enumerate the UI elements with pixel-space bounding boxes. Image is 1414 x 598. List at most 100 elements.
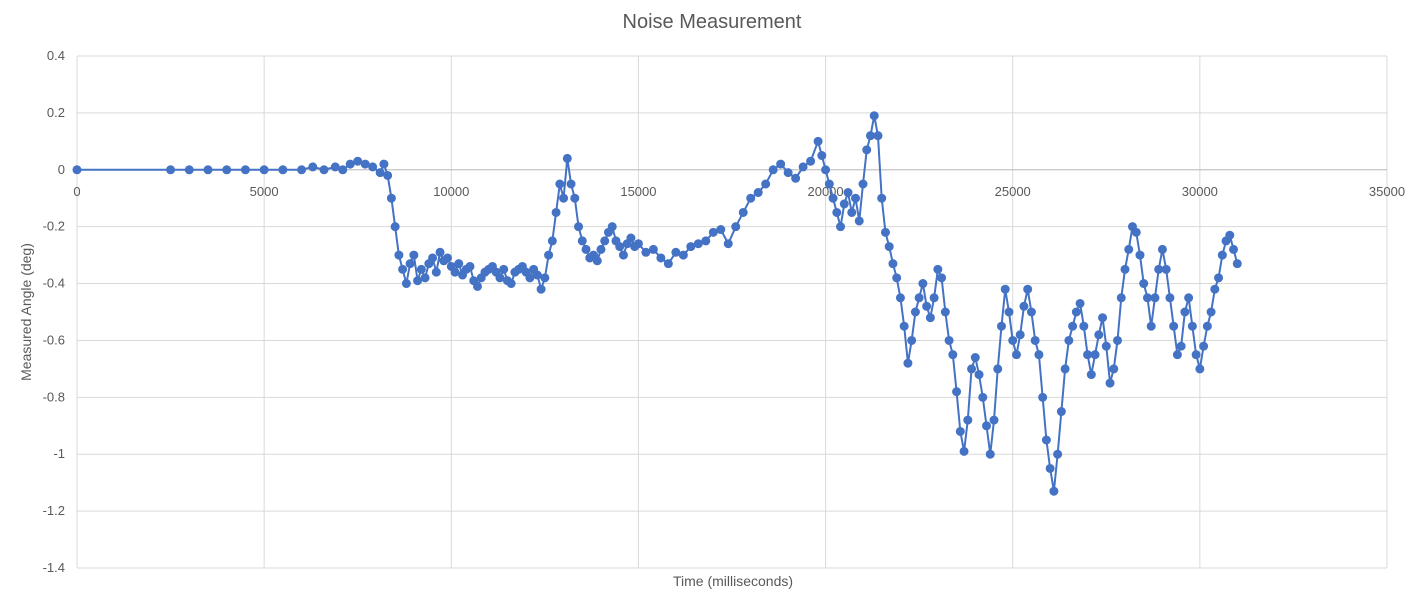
- data-point: [910, 307, 920, 317]
- data-point: [540, 273, 550, 283]
- data-point: [443, 253, 453, 263]
- data-point: [592, 256, 602, 266]
- axes: 0 5000 10000 15000 20000 25000 30000 350000.40.…: [43, 48, 1405, 575]
- data-point: [581, 244, 591, 254]
- data-point: [409, 250, 419, 260]
- data-point: [858, 179, 868, 189]
- data-point: [330, 162, 340, 172]
- data-point: [1105, 378, 1115, 388]
- data-point: [952, 387, 962, 397]
- data-point: [806, 156, 816, 166]
- data-point: [884, 242, 894, 252]
- data-point: [888, 259, 898, 269]
- data-point: [435, 247, 445, 257]
- data-point: [738, 207, 748, 217]
- data-point: [600, 236, 610, 246]
- data-point: [1064, 335, 1074, 345]
- data-point: [880, 227, 890, 237]
- data-point: [259, 165, 269, 175]
- data-point: [839, 199, 849, 209]
- data-point: [708, 227, 718, 237]
- data-point: [297, 165, 307, 175]
- data-point: [386, 193, 396, 203]
- data-point: [1101, 341, 1111, 351]
- data-point: [1113, 335, 1123, 345]
- data-point: [1086, 370, 1096, 380]
- data-point: [574, 222, 584, 232]
- data-point: [828, 193, 838, 203]
- y-tick-label: -1: [53, 446, 65, 461]
- data-point: [656, 253, 666, 263]
- data-point: [686, 242, 696, 252]
- data-point: [907, 335, 917, 345]
- data-point: [615, 242, 625, 252]
- y-tick-label: -0.6: [43, 332, 65, 347]
- data-point: [319, 165, 329, 175]
- data-point: [506, 279, 516, 289]
- data-point: [847, 207, 857, 217]
- data-point: [1169, 321, 1179, 331]
- data-point: [1232, 259, 1242, 269]
- data-point: [1034, 350, 1044, 360]
- data-point: [368, 162, 378, 172]
- data-point: [1008, 335, 1018, 345]
- data-point: [791, 173, 801, 183]
- data-point: [978, 392, 988, 402]
- data-point: [607, 222, 617, 232]
- series-line: [76, 114, 1239, 493]
- data-point: [401, 279, 411, 289]
- data-point: [1094, 330, 1104, 340]
- x-tick-label: 10000: [433, 184, 469, 199]
- data-point: [428, 253, 438, 263]
- data-point: [989, 415, 999, 425]
- data-point: [1165, 293, 1175, 303]
- data-point: [1214, 273, 1224, 283]
- data-point: [1154, 264, 1164, 274]
- data-point: [731, 222, 741, 232]
- x-tick-label: 35000: [1369, 184, 1405, 199]
- data-point: [570, 193, 580, 203]
- data-point: [851, 193, 861, 203]
- data-point: [824, 179, 834, 189]
- data-point: [1146, 321, 1156, 331]
- data-point: [1041, 435, 1051, 445]
- data-point: [967, 364, 977, 374]
- data-point: [577, 236, 587, 246]
- data-point: [922, 301, 932, 311]
- data-point: [843, 188, 853, 198]
- data-point: [768, 165, 778, 175]
- y-tick-label: -0.4: [43, 276, 65, 291]
- data-point: [1004, 307, 1014, 317]
- data-point: [499, 264, 509, 274]
- data-point: [925, 313, 935, 323]
- data-point: [405, 259, 415, 269]
- data-point: [663, 259, 673, 269]
- data-point: [1142, 293, 1152, 303]
- data-point: [536, 284, 546, 294]
- data-point: [1098, 313, 1108, 323]
- data-point: [1206, 307, 1216, 317]
- y-axis-label: Measured Angle (deg): [18, 243, 34, 381]
- data-point: [944, 335, 954, 345]
- data-point: [937, 273, 947, 283]
- data-point: [1068, 321, 1078, 331]
- data-point: [1116, 293, 1126, 303]
- x-tick-label: 0: [73, 184, 80, 199]
- data-point: [671, 247, 681, 257]
- data-point: [798, 162, 808, 172]
- data-point: [1015, 330, 1025, 340]
- data-point: [693, 239, 703, 249]
- data-point: [566, 179, 576, 189]
- y-tick-label: 0.4: [47, 48, 65, 63]
- data-point: [892, 273, 902, 283]
- data-point: [222, 165, 232, 175]
- data-point: [596, 244, 606, 254]
- data-point: [1161, 264, 1171, 274]
- data-point: [413, 276, 423, 286]
- y-tick-label: -0.8: [43, 389, 65, 404]
- data-point: [985, 449, 995, 459]
- data-point: [1191, 350, 1201, 360]
- data-point: [1131, 227, 1141, 237]
- data-point: [454, 259, 464, 269]
